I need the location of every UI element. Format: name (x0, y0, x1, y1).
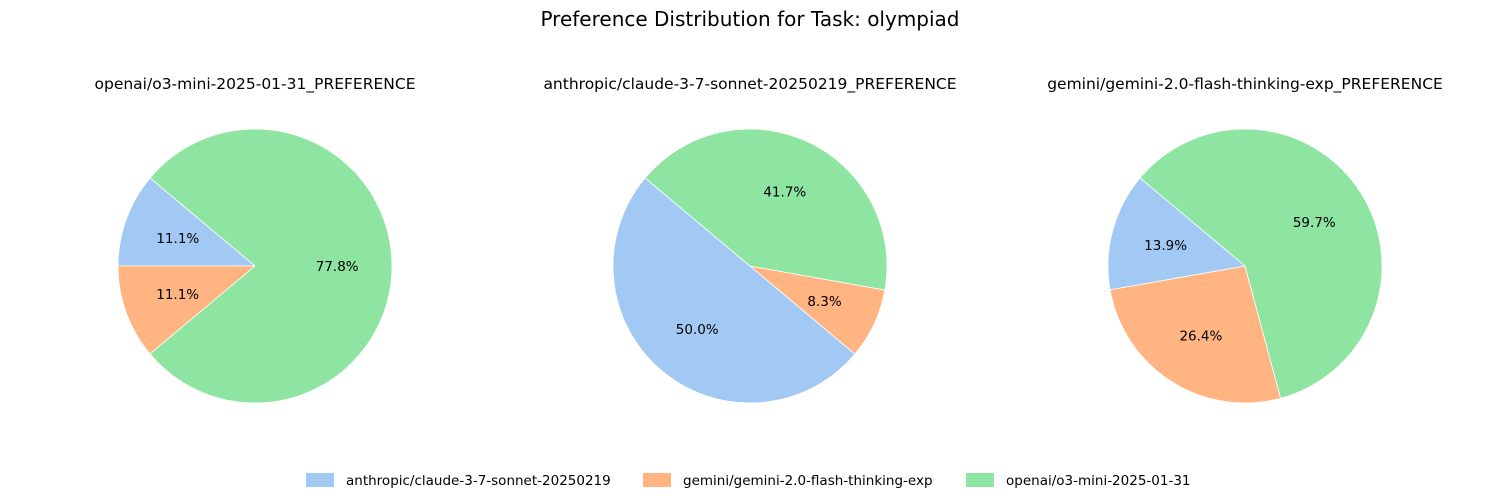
pie-1-label-2: 41.7% (763, 185, 806, 201)
legend-swatch-0 (306, 473, 334, 487)
pie-1-slice-0 (612, 177, 856, 404)
pie-2-slice-2 (1139, 128, 1383, 399)
pie-0-label-2: 77.8% (316, 259, 359, 275)
pie-2-label-1: 26.4% (1179, 328, 1222, 344)
pie-chart-0: openai/o3-mini-2025-01-31_PREFERENCE 11.… (95, 75, 416, 404)
pie-2-label-0: 13.9% (1144, 238, 1187, 254)
legend-label-1: gemini/gemini-2.0-flash-thinking-exp (683, 473, 933, 489)
pie-chart-1: anthropic/claude-3-7-sonnet-20250219_PRE… (543, 75, 957, 404)
legend-label-2: openai/o3-mini-2025-01-31 (1006, 473, 1191, 489)
pie-title-1: anthropic/claude-3-7-sonnet-20250219_PRE… (543, 75, 956, 94)
pie-0-slice-1 (117, 265, 257, 355)
pie-1-label-1: 8.3% (807, 294, 841, 310)
legend-label-0: anthropic/claude-3-7-sonnet-20250219 (346, 473, 611, 489)
pie-0-label-1: 11.1% (156, 287, 199, 303)
pie-title-2: gemini/gemini-2.0-flash-thinking-exp_PRE… (1047, 75, 1443, 94)
legend: anthropic/claude-3-7-sonnet-20250219 gem… (306, 473, 1191, 489)
pie-chart-2: gemini/gemini-2.0-flash-thinking-exp_PRE… (1047, 75, 1443, 404)
pie-1-label-0: 50.0% (676, 322, 719, 338)
figure-title: Preference Distribution for Task: olympi… (540, 7, 959, 31)
pie-1-slice-2 (644, 128, 888, 291)
pie-0-label-0: 11.1% (156, 231, 199, 247)
pie-2-label-2: 59.7% (1293, 215, 1336, 231)
pie-2-slice-1 (1109, 265, 1282, 404)
pie-0-slice-0 (117, 177, 257, 267)
pie-2-slice-0 (1107, 177, 1246, 291)
legend-swatch-2 (966, 473, 994, 487)
pie-0-slice-2 (149, 128, 393, 404)
pie-title-0: openai/o3-mini-2025-01-31_PREFERENCE (95, 75, 416, 94)
legend-swatch-1 (643, 473, 671, 487)
